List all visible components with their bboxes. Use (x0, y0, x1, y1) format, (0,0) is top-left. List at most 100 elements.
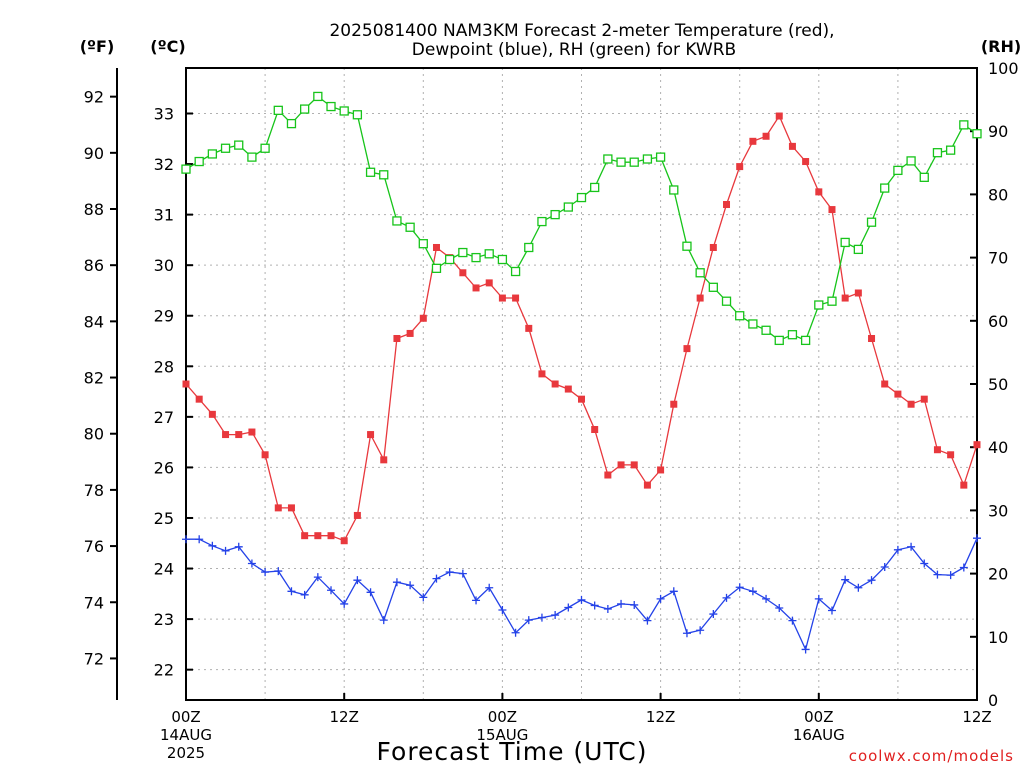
dewpoint-point (353, 576, 362, 585)
temperature-point (314, 532, 322, 540)
rh-point (207, 149, 218, 159)
temperature-point (775, 112, 783, 120)
celsius-tick-label: 22 (154, 661, 174, 680)
temperature-point (604, 471, 612, 479)
rh-point (774, 335, 784, 346)
temperature-point (643, 481, 651, 489)
temperature-point (815, 188, 823, 196)
dewpoint-point (458, 569, 467, 578)
grid (186, 68, 977, 700)
fahrenheit-tick-label: 86 (84, 256, 104, 275)
dewpoint-point (907, 542, 916, 551)
rh-point (431, 263, 442, 273)
fahrenheit-tick-label: 92 (84, 88, 104, 107)
dewpoint-point (867, 576, 876, 585)
rh-point (932, 148, 943, 158)
rh-point (616, 157, 626, 167)
rh-point (550, 209, 560, 220)
rh-point (194, 156, 204, 167)
x-tick-label: 00Z (488, 708, 517, 726)
temperature-point (802, 158, 810, 166)
rh-point (326, 101, 336, 112)
dewpoint-point (340, 599, 349, 608)
temperature-point (881, 380, 889, 388)
rh-tick-label: 40 (988, 438, 1008, 457)
dewpoint-point (445, 568, 454, 577)
temperature-point (367, 431, 375, 439)
dewpoint-point (221, 546, 230, 555)
y-tick-labels: 22 23 24 25 26 27 28 29 30 31 32 33 72 74 76 78 80 82 84 86… (84, 59, 1019, 710)
fahrenheit-tick-label: 82 (84, 369, 104, 388)
temperature-point (696, 294, 704, 302)
x-tick-label: 14AUG (160, 726, 212, 744)
dewpoint-point (551, 611, 560, 620)
rh-point (352, 110, 363, 120)
rh-point (576, 192, 587, 203)
temperature-point (630, 461, 638, 469)
rh-point (405, 222, 415, 232)
dewpoint-point (234, 542, 243, 551)
dewpoint-point (709, 610, 718, 619)
dewpoint-point (788, 616, 797, 625)
dewpoint-point (973, 534, 981, 543)
rh-point (919, 172, 929, 182)
dewpoint-point (247, 559, 256, 568)
celsius-tick-label: 29 (154, 307, 174, 326)
rh-point (181, 164, 191, 174)
fahrenheit-tick-label: 76 (84, 537, 104, 556)
celsius-tick-label: 25 (154, 509, 174, 528)
dewpoint-point (313, 573, 322, 582)
rh-point (853, 244, 863, 255)
temperature-point (736, 163, 744, 171)
rh-tick-label: 70 (988, 249, 1008, 268)
x-tick-label: 2025 (167, 744, 205, 762)
temperature-point (591, 426, 599, 434)
fahrenheit-unit-label: (ºF) (80, 37, 115, 56)
rh-point (761, 325, 771, 335)
temperature-point (788, 142, 796, 150)
rh-point (537, 216, 547, 227)
dewpoint-point (419, 593, 428, 602)
rh-point (800, 335, 811, 346)
rh-tick-label: 50 (988, 375, 1008, 394)
dewpoint-point (920, 559, 929, 568)
rh-point (787, 330, 798, 340)
dewpoint-point (933, 570, 942, 579)
dewpoint-point (643, 616, 652, 625)
temperature-point (432, 243, 440, 251)
celsius-tick-label: 28 (154, 357, 174, 376)
temperature-point (287, 504, 295, 512)
credit-text: coolwx.com/models (849, 747, 1014, 765)
dewpoint-point (577, 595, 586, 604)
dewpoint-point (379, 616, 388, 625)
rh-point (234, 140, 244, 150)
temperature-point (973, 441, 981, 449)
temperature-point (551, 380, 559, 388)
temperature-point (380, 456, 388, 464)
temperature-point (498, 294, 506, 302)
rh-point (273, 105, 283, 115)
rh-point (603, 154, 613, 164)
temperature-point (947, 451, 955, 459)
temperature-point (393, 334, 401, 342)
rh-unit-label: (RH) (981, 37, 1021, 56)
dewpoint-point (590, 601, 599, 610)
temperature-point (208, 410, 216, 418)
temperature-point (960, 481, 968, 489)
title-line-2: Dewpoint (blue), RH (green) for KWRB (412, 40, 736, 60)
rh-tick-label: 100 (988, 59, 1019, 78)
dewpoint-point (366, 588, 375, 597)
fahrenheit-tick-label: 74 (84, 593, 104, 612)
temperature-point (353, 511, 361, 519)
rh-point (827, 296, 837, 306)
rh-point (458, 247, 468, 258)
temperature-point (841, 294, 849, 302)
dewpoint-point (854, 583, 863, 592)
rh-point (880, 183, 890, 193)
dewpoint-point (603, 604, 612, 613)
rh-point (840, 237, 850, 248)
celsius-tick-label: 32 (154, 155, 174, 174)
rh-point (669, 185, 679, 195)
dewpoint-point (485, 583, 494, 592)
dewpoint-point (696, 626, 705, 635)
